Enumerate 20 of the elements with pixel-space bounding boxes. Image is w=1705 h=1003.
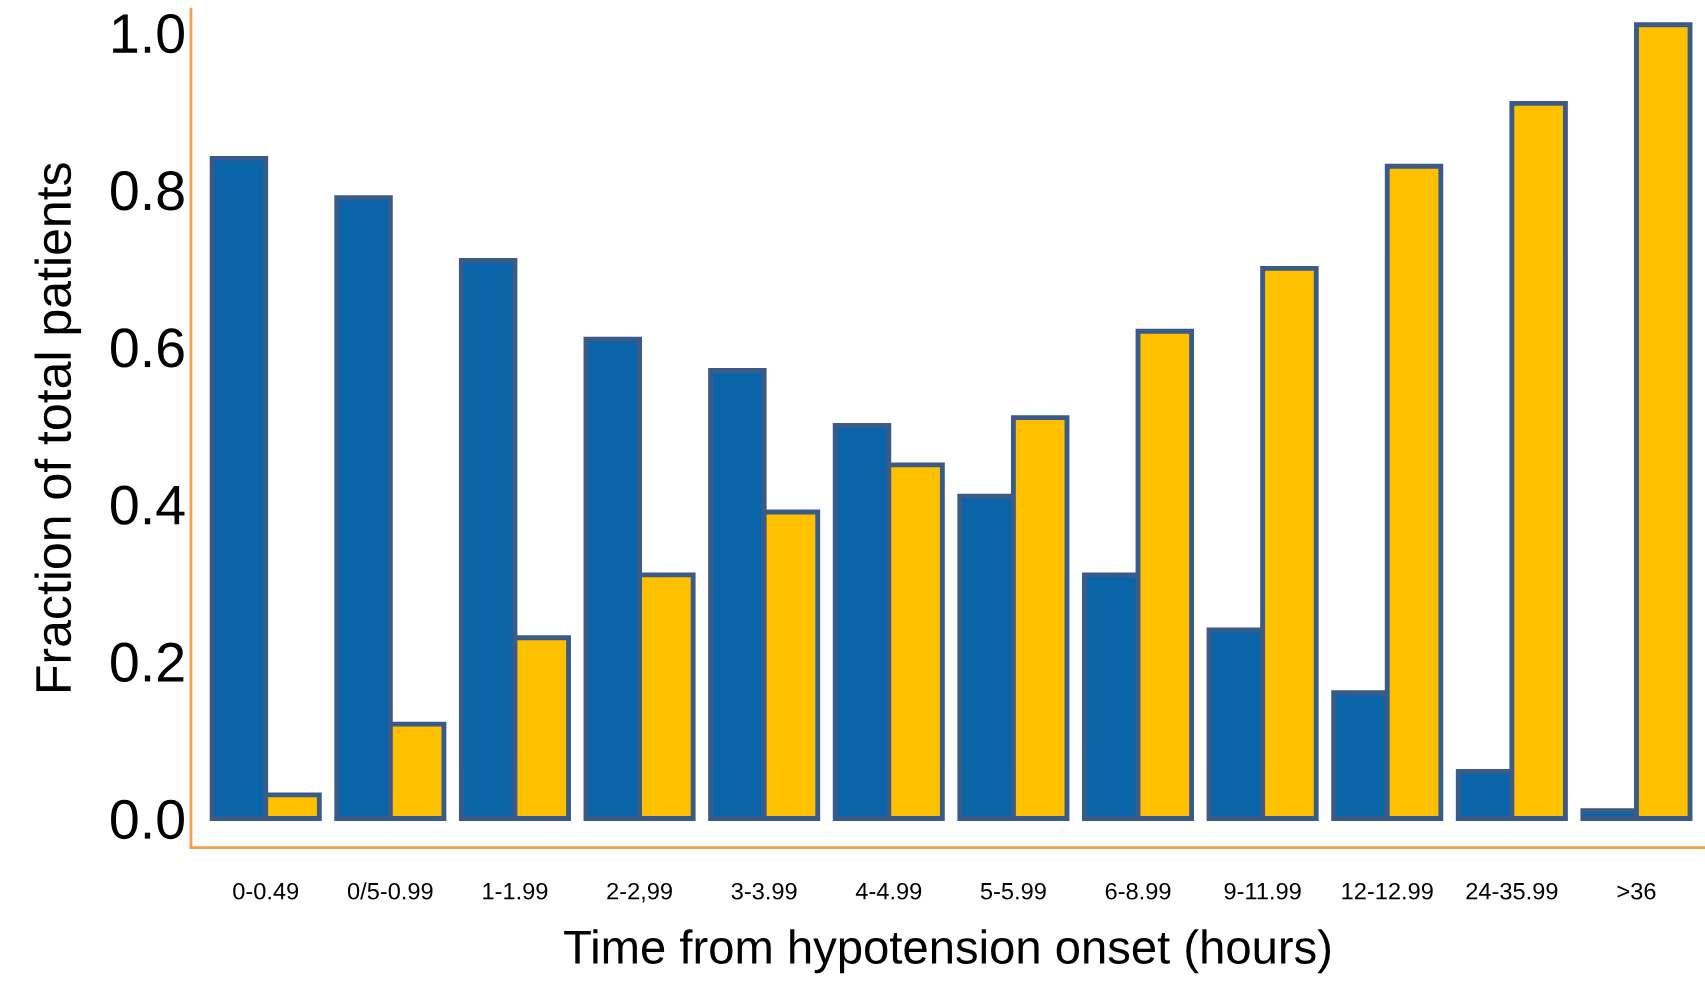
x-tick-label: >36 [1617,882,1656,900]
y-tick-label: 1.0 [113,13,184,54]
x-axis-title: Time from hypotension onset (hours) [564,929,1331,974]
x-tick-label: 12-12.99 [1342,882,1433,900]
y-tick-label: 0.2 [111,642,184,682]
x-tick-label: 5-5.99 [980,882,1046,900]
x-tick-label: 0/5-0.99 [347,882,433,900]
y-tick-label: 0.0 [111,799,184,840]
x-tick-label: 24-35.99 [1466,882,1558,900]
x-tick-label: 4-4.99 [855,882,922,900]
x-tick-label: 6-8.99 [1105,882,1171,900]
y-tick-label: 0.4 [111,485,185,525]
y-tick-label: 0.6 [111,328,184,368]
x-tick-label: 2-2,99 [607,882,672,903]
y-tick-label: 0.8 [111,171,184,211]
x-tick-label: 9-11.99 [1224,882,1301,900]
y-axis-title: Fraction of total patients [34,163,82,691]
x-tick-label: 1-1.99 [483,882,548,900]
x-tick-label: 0-0.49 [233,882,299,900]
x-tick-label: 3-3.99 [731,882,797,900]
